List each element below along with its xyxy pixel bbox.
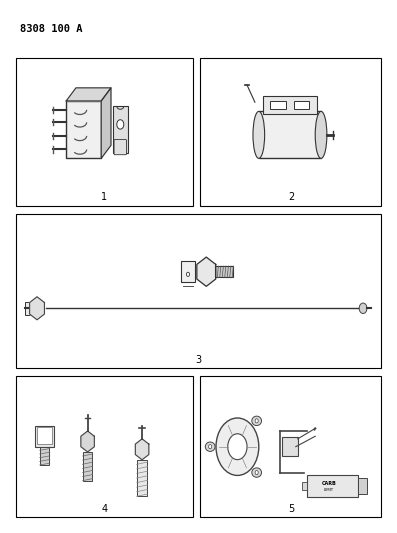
Bar — [358, 478, 366, 494]
Bar — [282, 437, 298, 456]
Polygon shape — [81, 431, 94, 452]
Text: 8308 100 A: 8308 100 A — [19, 23, 82, 34]
Bar — [15, 376, 193, 517]
Bar — [263, 96, 317, 114]
Bar — [294, 101, 309, 109]
Bar — [25, 302, 30, 314]
Bar — [200, 376, 382, 517]
Bar — [113, 106, 128, 153]
Circle shape — [359, 303, 367, 313]
Text: CARB: CARB — [322, 481, 336, 486]
Text: 2: 2 — [288, 192, 294, 202]
Circle shape — [187, 272, 189, 277]
Text: 1: 1 — [101, 192, 107, 202]
Text: 3: 3 — [195, 355, 202, 365]
Polygon shape — [197, 257, 216, 286]
Bar — [270, 101, 286, 109]
Bar — [215, 266, 233, 278]
Bar — [37, 427, 52, 444]
Circle shape — [216, 418, 259, 475]
Bar — [307, 475, 358, 497]
Ellipse shape — [252, 416, 262, 425]
Circle shape — [208, 445, 212, 449]
Polygon shape — [135, 439, 149, 460]
Bar — [35, 426, 54, 447]
Bar — [83, 452, 92, 481]
Bar — [15, 58, 193, 206]
Circle shape — [255, 419, 258, 423]
Text: LIMIT: LIMIT — [324, 488, 334, 492]
Bar — [259, 111, 321, 158]
Polygon shape — [66, 88, 111, 101]
Circle shape — [228, 434, 247, 459]
Ellipse shape — [315, 111, 327, 158]
Text: 5: 5 — [288, 504, 294, 514]
Text: 4: 4 — [101, 504, 107, 514]
Circle shape — [255, 471, 258, 475]
Ellipse shape — [205, 442, 215, 451]
Polygon shape — [101, 88, 111, 158]
Ellipse shape — [252, 468, 262, 477]
Polygon shape — [30, 297, 44, 320]
Circle shape — [117, 120, 124, 129]
Bar — [302, 482, 307, 490]
FancyBboxPatch shape — [114, 140, 127, 155]
Ellipse shape — [253, 111, 265, 158]
Bar — [66, 101, 101, 158]
Bar — [40, 447, 50, 465]
Bar — [200, 58, 382, 206]
Bar — [137, 460, 147, 496]
Bar — [15, 214, 382, 368]
Bar — [181, 261, 195, 282]
